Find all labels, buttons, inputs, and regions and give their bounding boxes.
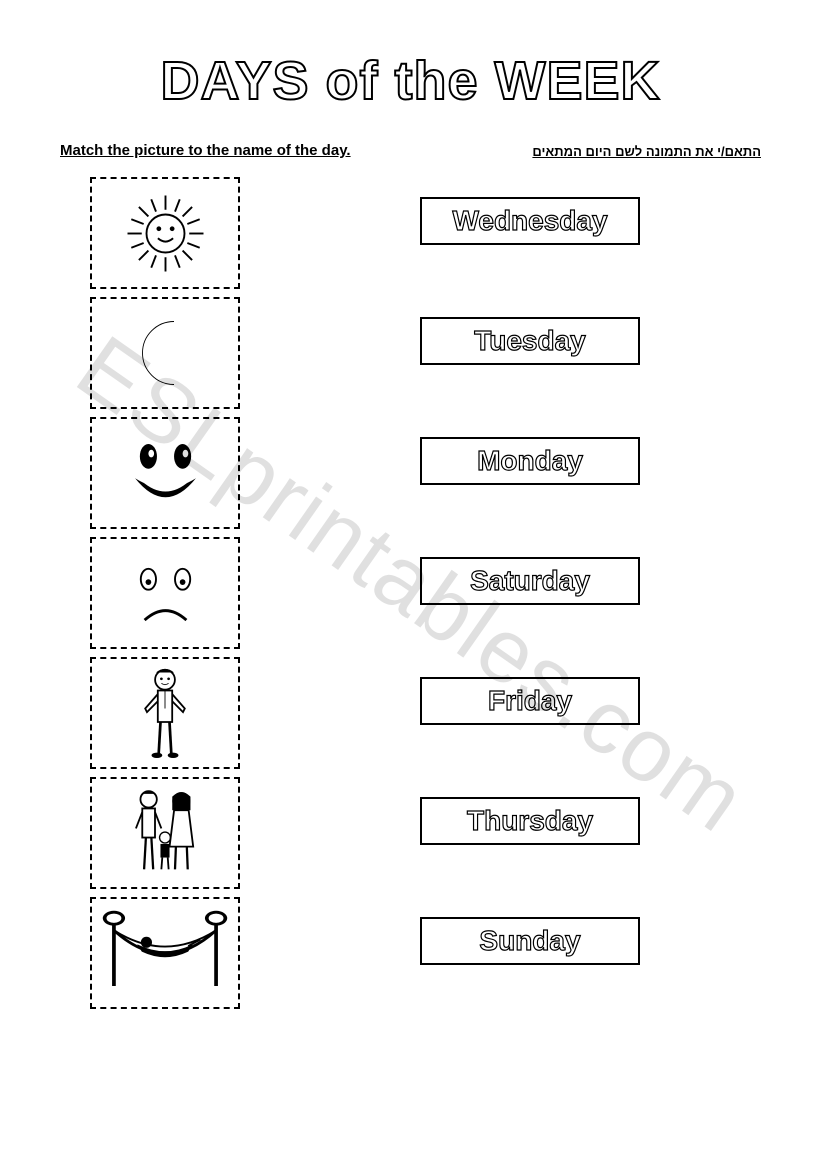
day-box-wednesday: Wednesday [420,197,640,245]
picture-box-boy [90,657,240,769]
picture-box-smile [90,417,240,529]
day-box-sunday: Sunday [420,917,640,965]
picture-box-family [90,777,240,889]
hammock-icon [100,906,230,1001]
instruction-row: Match the picture to the name of the day… [60,142,761,159]
day-box-saturday: Saturday [420,557,640,605]
day-label: Friday [488,685,572,717]
worksheet-page: ESLprintables.com DAYS of the WEEK Match… [0,0,821,1169]
instruction-english: Match the picture to the name of the day… [60,142,351,159]
boy-standing-icon [120,663,210,763]
picture-box-moon [90,297,240,409]
day-label: Sunday [479,925,580,957]
instruction-hebrew: התאם/י את התמונה לשם היום המתאים [532,144,761,159]
picture-box-hammock [90,897,240,1009]
day-box-monday: Monday [420,437,640,485]
picture-box-sun [90,177,240,289]
day-label: Wednesday [452,205,607,237]
day-label: Tuesday [474,325,586,357]
days-column: Wednesday Tuesday Monday Saturday Friday… [420,177,640,1009]
sad-face-icon [118,546,213,641]
picture-box-sad [90,537,240,649]
day-box-friday: Friday [420,677,640,725]
page-title: DAYS of the WEEK [60,50,761,112]
sun-icon [118,186,213,281]
day-label: Saturday [470,565,590,597]
day-box-tuesday: Tuesday [420,317,640,365]
content-columns: Wednesday Tuesday Monday Saturday Friday… [60,177,761,1009]
day-box-thursday: Thursday [420,797,640,845]
family-icon [110,783,220,883]
day-label: Thursday [467,805,593,837]
moon-icon [120,308,210,398]
pictures-column [90,177,240,1009]
day-label: Monday [477,445,583,477]
smile-face-icon [118,426,213,521]
